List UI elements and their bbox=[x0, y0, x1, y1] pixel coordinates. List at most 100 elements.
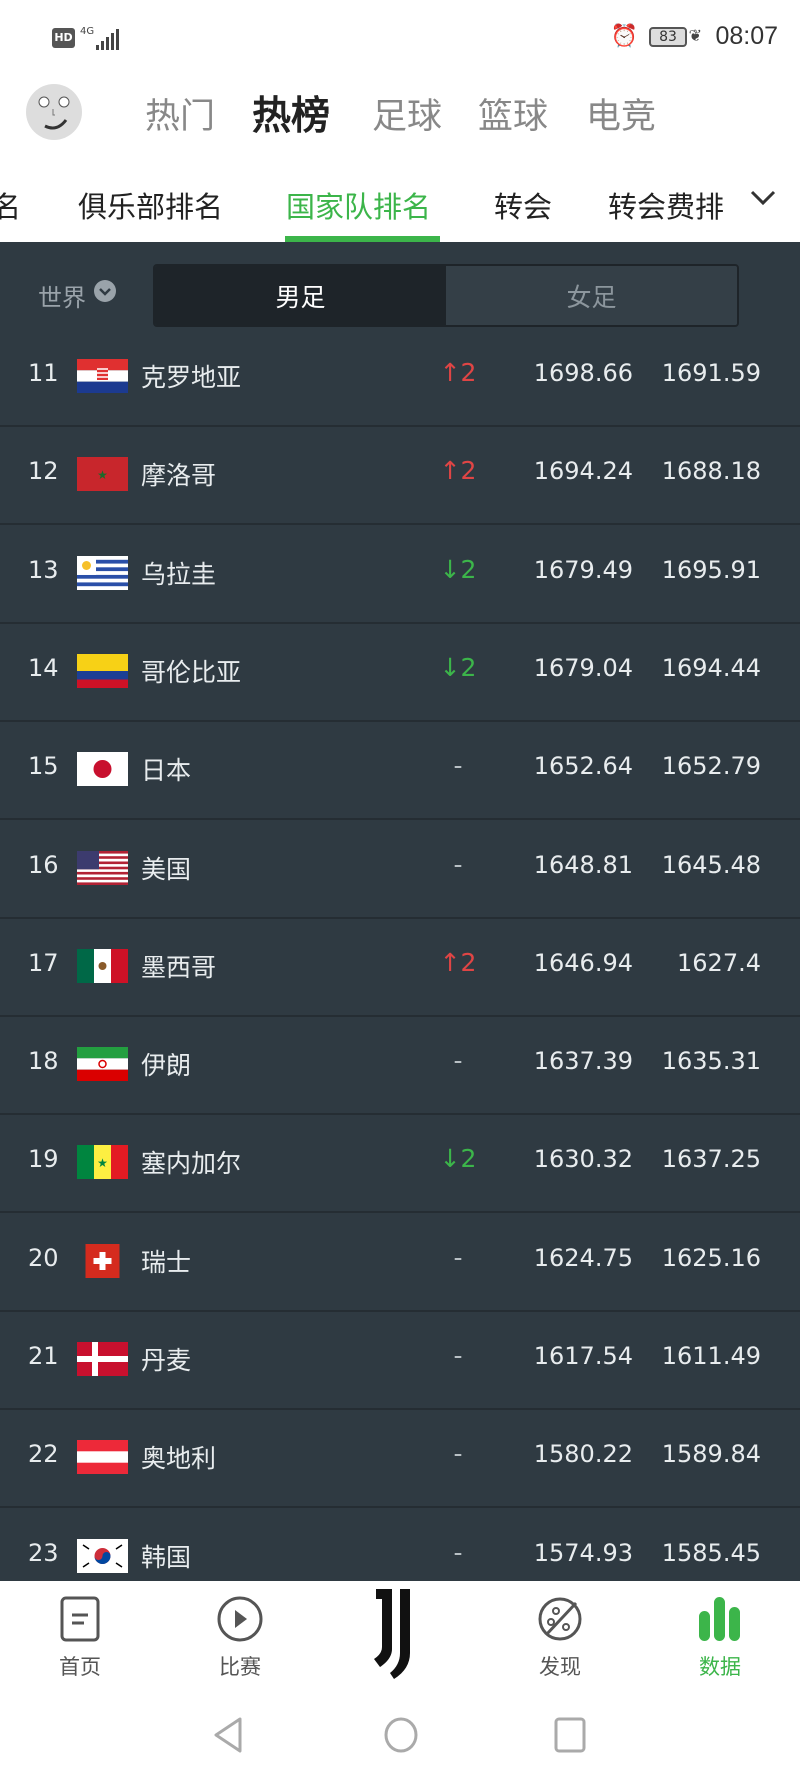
recents-icon[interactable] bbox=[553, 1716, 587, 1754]
team-name: 摩洛哥 bbox=[141, 461, 217, 491]
team-name: 墨西哥 bbox=[141, 952, 217, 982]
home-icon[interactable] bbox=[383, 1716, 419, 1754]
previous-points: 1627.4 bbox=[677, 948, 761, 977]
table-row[interactable]: 13 乌拉圭 ↓2 1679.49 1695.91 bbox=[0, 526, 800, 624]
signal-icon bbox=[96, 28, 119, 50]
table-row[interactable]: 11 克罗地亚 ↑2 1698.66 1691.59 bbox=[0, 329, 800, 427]
tab-hot-list[interactable]: 热榜 bbox=[252, 94, 331, 139]
colombia-flag-icon bbox=[77, 653, 128, 688]
previous-points: 1589.84 bbox=[661, 1440, 761, 1469]
points: 1646.94 bbox=[533, 948, 633, 977]
nav-label: 比赛 bbox=[219, 1655, 261, 1679]
subtab-transfers[interactable]: 转会 bbox=[494, 190, 553, 224]
rank-change: - bbox=[453, 1439, 463, 1469]
sub-tabs: 名 俱乐部排名 国家队排名 转会 转会费排 bbox=[0, 170, 800, 242]
subtab-club-ranking[interactable]: 俱乐部排名 bbox=[78, 190, 224, 224]
system-nav bbox=[0, 1700, 800, 1778]
previous-points: 1635.31 bbox=[661, 1047, 761, 1076]
back-icon[interactable] bbox=[212, 1716, 244, 1754]
active-tab-indicator bbox=[285, 236, 440, 242]
status-bar: HD 4G ⏰ 83 ❦ 08:07 bbox=[0, 0, 800, 75]
bar-chart-icon bbox=[699, 1597, 740, 1641]
previous-points: 1691.59 bbox=[661, 359, 761, 387]
rank: 16 bbox=[28, 850, 59, 879]
rank-change: - bbox=[453, 849, 463, 879]
svg-text:★: ★ bbox=[97, 1156, 108, 1170]
tab-basketball[interactable]: 篮球 bbox=[478, 97, 549, 137]
previous-points: 1611.49 bbox=[661, 1342, 761, 1370]
iran-flag-icon bbox=[77, 1047, 128, 1082]
previous-points: 1695.91 bbox=[661, 555, 761, 584]
subtab-national-ranking[interactable]: 国家队排名 bbox=[286, 190, 432, 224]
table-row[interactable]: 17 墨西哥 ↑2 1646.94 1627.4 bbox=[0, 919, 800, 1017]
mexico-flag-icon bbox=[77, 948, 128, 983]
rank-change: ↑2 bbox=[439, 456, 477, 486]
table-row[interactable]: 18 伊朗 - 1637.39 1635.31 bbox=[0, 1017, 800, 1116]
table-row[interactable]: 22 奥地利 - 1580.22 1589.84 bbox=[0, 1410, 800, 1509]
rank: 14 bbox=[28, 653, 59, 682]
nav-label: 发现 bbox=[539, 1655, 581, 1679]
nav-label: 首页 bbox=[59, 1655, 101, 1679]
points: 1574.93 bbox=[533, 1538, 633, 1567]
team-name: 瑞士 bbox=[141, 1247, 192, 1277]
uruguay-flag-icon bbox=[77, 555, 128, 590]
points: 1624.75 bbox=[533, 1243, 633, 1272]
team-name: 乌拉圭 bbox=[141, 559, 217, 589]
table-row[interactable]: 23 韩国 - 1574.93 1585.45 bbox=[0, 1509, 800, 1581]
subtab-transfer-fees[interactable]: 转会费排 bbox=[608, 190, 725, 224]
table-row[interactable]: 19 ★ 塞内加尔 ↓2 1630.32 1637.25 bbox=[0, 1115, 800, 1214]
segment-men[interactable]: 男足 bbox=[155, 266, 446, 325]
tab-hot[interactable]: 热门 bbox=[145, 97, 216, 137]
rank: 22 bbox=[28, 1440, 59, 1469]
nav-label: 数据 bbox=[699, 1655, 741, 1679]
nav-data[interactable]: 数据 bbox=[660, 1595, 780, 1681]
leaf-icon: ❦ bbox=[688, 26, 702, 45]
nav-matches[interactable]: 比赛 bbox=[180, 1595, 300, 1681]
subtab-ranking[interactable]: 名 bbox=[0, 190, 22, 224]
japan-flag-icon bbox=[77, 752, 128, 787]
ranking-panel: 世界 男足 女足 11 克罗地亚 ↑2 1698.66 1691.59 12 ★ … bbox=[0, 242, 800, 1581]
tab-football[interactable]: 足球 bbox=[372, 97, 443, 137]
rank-change: ↓2 bbox=[439, 554, 477, 584]
nav-home[interactable]: 首页 bbox=[20, 1595, 140, 1681]
rank: 15 bbox=[28, 752, 59, 781]
avatar[interactable] bbox=[26, 84, 82, 140]
tab-esports[interactable]: 电竞 bbox=[586, 97, 657, 137]
clock: 08:07 bbox=[715, 22, 778, 50]
table-row[interactable]: 15 日本 - 1652.64 1652.79 bbox=[0, 722, 800, 821]
alarm-icon: ⏰ bbox=[610, 24, 638, 49]
top-nav: 热门 热榜 足球 篮球 电竞 bbox=[0, 80, 800, 146]
juventus-logo-icon bbox=[374, 1589, 410, 1679]
nav-discover[interactable]: 发现 bbox=[500, 1595, 620, 1681]
previous-points: 1625.16 bbox=[661, 1243, 761, 1272]
segment-women[interactable]: 女足 bbox=[446, 266, 737, 325]
table-row[interactable]: 20 瑞士 - 1624.75 1625.16 bbox=[0, 1214, 800, 1312]
team-name: 日本 bbox=[141, 756, 192, 786]
points: 1648.81 bbox=[533, 850, 633, 879]
rank-change: - bbox=[453, 751, 463, 781]
table-row[interactable]: 21 丹麦 - 1617.54 1611.49 bbox=[0, 1312, 800, 1410]
rank: 12 bbox=[28, 457, 59, 486]
points: 1679.04 bbox=[533, 653, 633, 682]
team-name: 塞内加尔 bbox=[141, 1149, 242, 1179]
switzerland-flag-icon bbox=[77, 1243, 128, 1278]
points: 1617.54 bbox=[533, 1342, 633, 1370]
chevron-down-icon[interactable] bbox=[748, 182, 778, 212]
rank-change: ↑2 bbox=[439, 358, 477, 387]
region-select[interactable]: 世界 bbox=[38, 284, 86, 312]
points: 1637.39 bbox=[533, 1047, 633, 1076]
nav-center-logo[interactable] bbox=[340, 1587, 460, 1681]
table-row[interactable]: 12 ★ 摩洛哥 ↑2 1694.24 1688.18 bbox=[0, 427, 800, 526]
team-name: 韩国 bbox=[141, 1542, 192, 1572]
table-row[interactable]: 14 哥伦比亚 ↓2 1679.04 1694.44 bbox=[0, 624, 800, 722]
chevron-down-icon[interactable] bbox=[94, 280, 116, 302]
points: 1679.49 bbox=[533, 555, 633, 584]
previous-points: 1645.48 bbox=[661, 850, 761, 879]
points: 1652.64 bbox=[533, 752, 633, 781]
rank-change: ↓2 bbox=[439, 1144, 477, 1174]
svg-text:★: ★ bbox=[97, 468, 108, 482]
play-icon bbox=[217, 1596, 263, 1642]
rank-change: ↓2 bbox=[439, 652, 477, 682]
table-row[interactable]: 16 美国 - 1648.81 1645.48 bbox=[0, 821, 800, 919]
team-name: 奥地利 bbox=[141, 1444, 217, 1474]
